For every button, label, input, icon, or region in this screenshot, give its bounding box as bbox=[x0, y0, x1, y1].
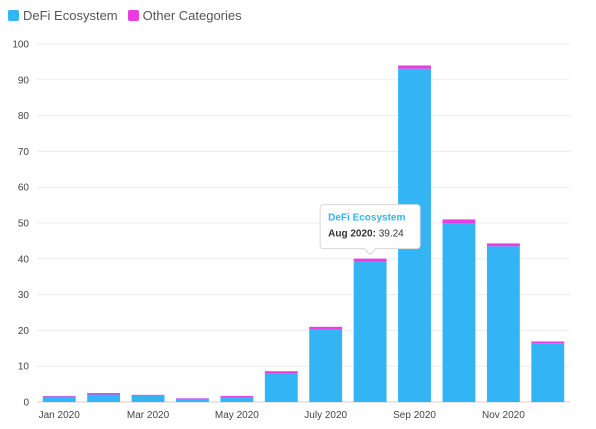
legend-item-other[interactable]: Other Categories bbox=[127, 8, 242, 23]
y-tick-label: 40 bbox=[18, 254, 30, 265]
bar-other[interactable] bbox=[220, 395, 254, 398]
bar-other[interactable] bbox=[264, 371, 298, 374]
x-tick-label: Nov 2020 bbox=[482, 410, 525, 421]
bar-other[interactable] bbox=[87, 393, 121, 395]
bar-other[interactable] bbox=[131, 394, 165, 396]
x-tick-label: Mar 2020 bbox=[127, 410, 170, 421]
bar-other[interactable] bbox=[398, 65, 431, 69]
bar-defi[interactable] bbox=[486, 246, 520, 402]
y-tick-label: 70 bbox=[18, 147, 30, 158]
bar-other[interactable] bbox=[486, 243, 520, 247]
bar-other[interactable] bbox=[176, 398, 209, 399]
y-tick-label: 10 bbox=[18, 362, 30, 373]
legend-label-other: Other Categories bbox=[142, 8, 242, 23]
y-tick-label: 100 bbox=[12, 40, 29, 51]
bar-defi[interactable] bbox=[264, 373, 298, 402]
bar-other[interactable] bbox=[442, 219, 476, 224]
tooltip-category: Aug 2020: bbox=[328, 229, 376, 240]
bar-defi[interactable] bbox=[353, 261, 387, 402]
x-tick-label: Jan 2020 bbox=[39, 410, 81, 421]
bar-defi[interactable] bbox=[309, 328, 343, 402]
y-tick-label: 60 bbox=[18, 183, 30, 194]
x-tick-label: Sep 2020 bbox=[393, 410, 436, 421]
legend-label-defi: DeFi Ecosystem bbox=[23, 8, 118, 23]
legend-swatch-defi bbox=[8, 10, 19, 21]
x-tick-label: May 2020 bbox=[215, 410, 259, 421]
y-tick-label: 0 bbox=[23, 398, 29, 409]
tooltip-box bbox=[319, 204, 421, 250]
y-tick-label: 30 bbox=[18, 290, 30, 301]
bar-defi[interactable] bbox=[87, 394, 121, 402]
bar-defi[interactable] bbox=[442, 223, 476, 402]
bar-defi[interactable] bbox=[42, 396, 76, 402]
legend: DeFi Ecosystem Other Categories bbox=[8, 8, 242, 23]
y-tick-label: 80 bbox=[18, 111, 30, 122]
legend-item-defi[interactable]: DeFi Ecosystem bbox=[8, 8, 118, 23]
tooltip-body: Aug 2020: 39.24 bbox=[328, 229, 404, 240]
bar-other[interactable] bbox=[531, 341, 565, 344]
tooltip-value: 39.24 bbox=[376, 229, 404, 240]
bar-defi[interactable] bbox=[131, 395, 165, 402]
y-tick-label: 20 bbox=[18, 326, 30, 337]
bar-other[interactable] bbox=[309, 326, 343, 329]
tooltip-title: DeFi Ecosystem bbox=[328, 213, 405, 224]
y-tick-label: 50 bbox=[18, 219, 30, 230]
bar-defi[interactable] bbox=[220, 397, 254, 402]
tooltip: DeFi Ecosystem Aug 2020: 39.24 bbox=[319, 204, 421, 256]
bar-defi[interactable] bbox=[531, 343, 565, 402]
x-tick-label: July 2020 bbox=[304, 410, 347, 421]
legend-swatch-other bbox=[127, 10, 139, 21]
bar-defi[interactable] bbox=[176, 398, 209, 402]
y-tick-label: 90 bbox=[18, 75, 30, 86]
bar-other[interactable] bbox=[42, 395, 76, 397]
bar-other[interactable] bbox=[353, 258, 387, 262]
